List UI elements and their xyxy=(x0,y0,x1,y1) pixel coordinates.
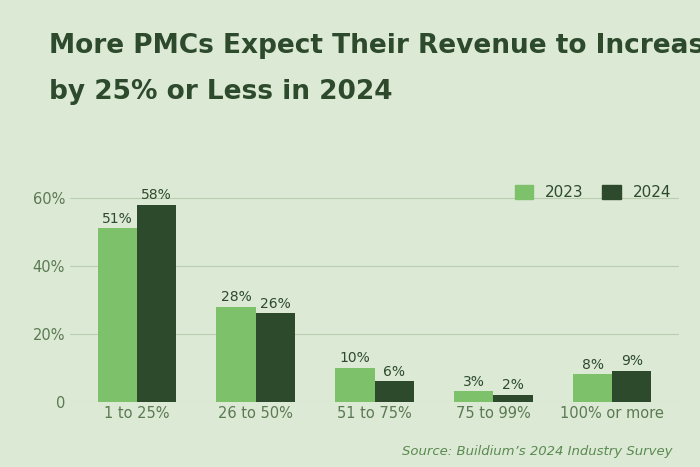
Text: More PMCs Expect Their Revenue to Increase: More PMCs Expect Their Revenue to Increa… xyxy=(49,33,700,59)
Text: 6%: 6% xyxy=(383,365,405,379)
Text: 8%: 8% xyxy=(582,358,603,372)
Text: 58%: 58% xyxy=(141,188,172,202)
Bar xyxy=(454,391,494,402)
Text: 26%: 26% xyxy=(260,297,290,311)
Legend: 2023, 2024: 2023, 2024 xyxy=(514,185,671,200)
Text: 10%: 10% xyxy=(340,351,370,365)
Bar xyxy=(612,371,651,402)
Bar xyxy=(374,381,414,402)
Bar xyxy=(98,228,137,402)
Bar xyxy=(216,306,256,402)
Text: 2%: 2% xyxy=(502,378,524,392)
Bar xyxy=(335,368,375,402)
Bar xyxy=(494,395,533,402)
Bar xyxy=(256,313,295,402)
Text: 3%: 3% xyxy=(463,375,484,389)
Text: 9%: 9% xyxy=(621,354,643,368)
Bar xyxy=(573,375,612,402)
Text: by 25% or Less in 2024: by 25% or Less in 2024 xyxy=(49,79,393,106)
Text: 28%: 28% xyxy=(220,290,251,304)
Text: Source: Buildium’s 2024 Industry Survey: Source: Buildium’s 2024 Industry Survey xyxy=(402,445,672,458)
Text: 51%: 51% xyxy=(102,212,133,226)
Bar xyxy=(137,205,176,402)
